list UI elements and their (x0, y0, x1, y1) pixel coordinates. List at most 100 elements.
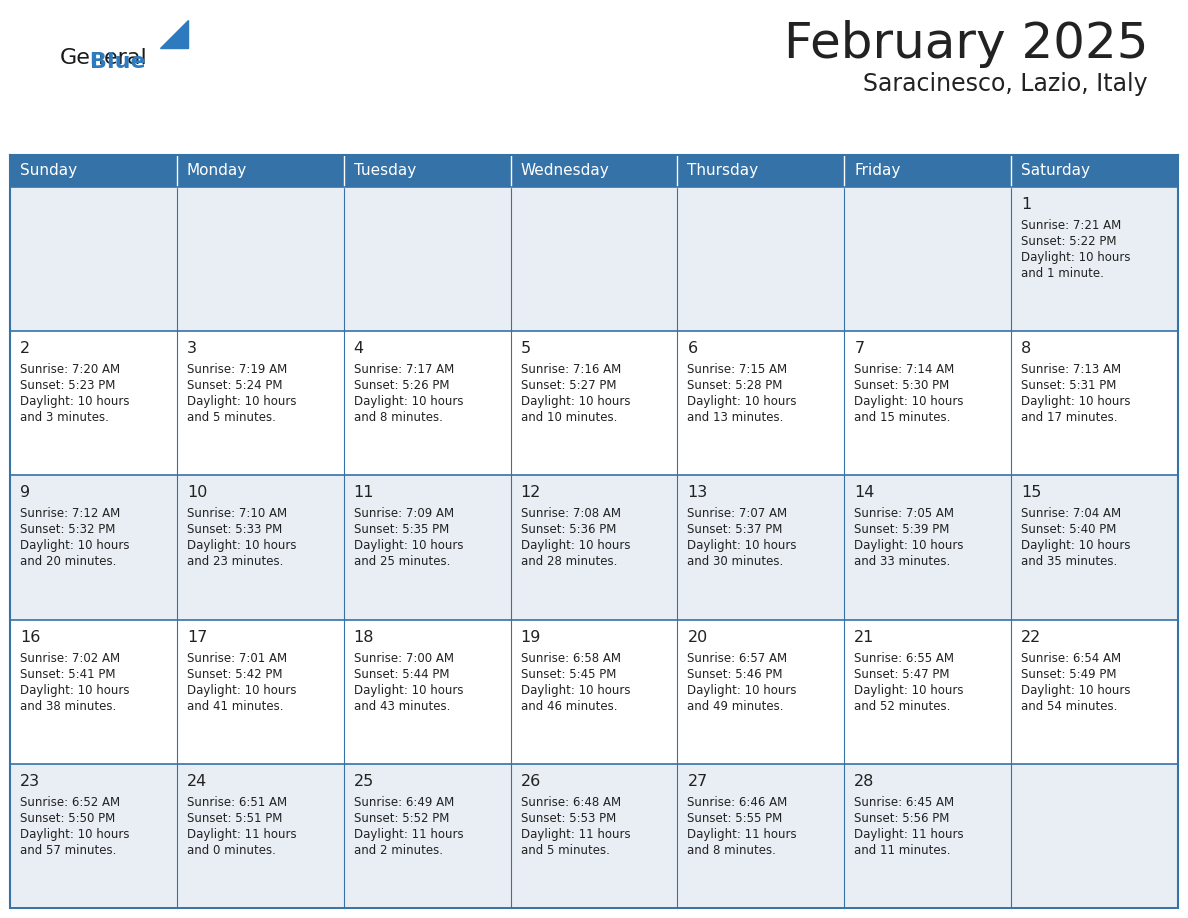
Text: Sunrise: 7:17 AM: Sunrise: 7:17 AM (354, 364, 454, 376)
Text: Sunrise: 6:52 AM: Sunrise: 6:52 AM (20, 796, 120, 809)
Text: and 46 minutes.: and 46 minutes. (520, 700, 617, 712)
Text: 14: 14 (854, 486, 874, 500)
Text: and 3 minutes.: and 3 minutes. (20, 411, 109, 424)
Text: Sunrise: 6:58 AM: Sunrise: 6:58 AM (520, 652, 620, 665)
Text: 15: 15 (1022, 486, 1042, 500)
Text: 6: 6 (688, 341, 697, 356)
Text: 13: 13 (688, 486, 708, 500)
Text: Daylight: 11 hours: Daylight: 11 hours (520, 828, 630, 841)
Text: Daylight: 10 hours: Daylight: 10 hours (1022, 684, 1131, 697)
Text: Sunset: 5:40 PM: Sunset: 5:40 PM (1022, 523, 1117, 536)
Bar (10, 476, 1178, 620)
Text: Sunset: 5:36 PM: Sunset: 5:36 PM (520, 523, 615, 536)
Text: Sunset: 5:44 PM: Sunset: 5:44 PM (354, 667, 449, 680)
Bar (677, 155, 845, 187)
Text: Sunset: 5:49 PM: Sunset: 5:49 PM (1022, 667, 1117, 680)
Text: Daylight: 10 hours: Daylight: 10 hours (1022, 251, 1131, 264)
Text: Sunday: Sunday (20, 163, 77, 178)
Text: Sunrise: 7:13 AM: Sunrise: 7:13 AM (1022, 364, 1121, 376)
Text: and 13 minutes.: and 13 minutes. (688, 411, 784, 424)
Text: Sunset: 5:55 PM: Sunset: 5:55 PM (688, 812, 783, 824)
Text: 25: 25 (354, 774, 374, 789)
Text: Sunset: 5:52 PM: Sunset: 5:52 PM (354, 812, 449, 824)
Text: Daylight: 11 hours: Daylight: 11 hours (187, 828, 297, 841)
Text: Wednesday: Wednesday (520, 163, 609, 178)
Text: 27: 27 (688, 774, 708, 789)
Text: and 54 minutes.: and 54 minutes. (1022, 700, 1118, 712)
Text: Sunset: 5:26 PM: Sunset: 5:26 PM (354, 379, 449, 392)
Text: Sunset: 5:23 PM: Sunset: 5:23 PM (20, 379, 115, 392)
Text: Sunset: 5:35 PM: Sunset: 5:35 PM (354, 523, 449, 536)
Text: Daylight: 10 hours: Daylight: 10 hours (20, 396, 129, 409)
Text: Daylight: 10 hours: Daylight: 10 hours (688, 684, 797, 697)
Text: and 2 minutes.: and 2 minutes. (354, 844, 443, 856)
Text: 21: 21 (854, 630, 874, 644)
Text: Sunrise: 7:05 AM: Sunrise: 7:05 AM (854, 508, 954, 521)
Text: Daylight: 10 hours: Daylight: 10 hours (354, 540, 463, 553)
Text: Sunset: 5:42 PM: Sunset: 5:42 PM (187, 667, 283, 680)
Bar (10, 187, 1178, 331)
Text: Daylight: 10 hours: Daylight: 10 hours (20, 540, 129, 553)
Text: Daylight: 11 hours: Daylight: 11 hours (854, 828, 963, 841)
Bar (343, 155, 511, 187)
Bar (511, 155, 677, 187)
Bar (10, 620, 1178, 764)
Text: Sunset: 5:27 PM: Sunset: 5:27 PM (520, 379, 617, 392)
Text: and 20 minutes.: and 20 minutes. (20, 555, 116, 568)
Text: Sunset: 5:37 PM: Sunset: 5:37 PM (688, 523, 783, 536)
Text: Daylight: 10 hours: Daylight: 10 hours (187, 540, 296, 553)
Text: 28: 28 (854, 774, 874, 789)
Text: 17: 17 (187, 630, 207, 644)
Text: 20: 20 (688, 630, 708, 644)
Text: Tuesday: Tuesday (354, 163, 416, 178)
Text: 9: 9 (20, 486, 30, 500)
Text: 5: 5 (520, 341, 531, 356)
Text: Sunrise: 6:55 AM: Sunrise: 6:55 AM (854, 652, 954, 665)
Text: and 8 minutes.: and 8 minutes. (354, 411, 443, 424)
Text: Thursday: Thursday (688, 163, 759, 178)
Text: and 1 minute.: and 1 minute. (1022, 267, 1104, 280)
Text: Sunrise: 7:10 AM: Sunrise: 7:10 AM (187, 508, 287, 521)
Bar (10, 331, 1178, 476)
Text: Saracinesco, Lazio, Italy: Saracinesco, Lazio, Italy (864, 72, 1148, 96)
Text: Sunrise: 6:45 AM: Sunrise: 6:45 AM (854, 796, 954, 809)
Text: and 30 minutes.: and 30 minutes. (688, 555, 784, 568)
Text: Daylight: 10 hours: Daylight: 10 hours (854, 684, 963, 697)
Bar (177, 155, 343, 187)
Text: Sunrise: 7:21 AM: Sunrise: 7:21 AM (1022, 219, 1121, 232)
Text: Daylight: 10 hours: Daylight: 10 hours (688, 540, 797, 553)
Text: Sunrise: 7:16 AM: Sunrise: 7:16 AM (520, 364, 621, 376)
Text: Sunset: 5:39 PM: Sunset: 5:39 PM (854, 523, 949, 536)
Text: and 0 minutes.: and 0 minutes. (187, 844, 276, 856)
Bar (10, 764, 1178, 908)
Text: and 23 minutes.: and 23 minutes. (187, 555, 283, 568)
Text: 18: 18 (354, 630, 374, 644)
Text: Sunrise: 6:54 AM: Sunrise: 6:54 AM (1022, 652, 1121, 665)
Text: Sunset: 5:47 PM: Sunset: 5:47 PM (854, 667, 949, 680)
Text: Sunrise: 7:20 AM: Sunrise: 7:20 AM (20, 364, 120, 376)
Text: Daylight: 10 hours: Daylight: 10 hours (354, 684, 463, 697)
Text: Monday: Monday (187, 163, 247, 178)
Text: Sunset: 5:45 PM: Sunset: 5:45 PM (520, 667, 615, 680)
Text: Daylight: 10 hours: Daylight: 10 hours (187, 684, 296, 697)
Text: 2: 2 (20, 341, 30, 356)
Text: 3: 3 (187, 341, 197, 356)
Text: Sunrise: 7:04 AM: Sunrise: 7:04 AM (1022, 508, 1121, 521)
Text: Daylight: 10 hours: Daylight: 10 hours (1022, 540, 1131, 553)
Text: and 33 minutes.: and 33 minutes. (854, 555, 950, 568)
Text: and 11 minutes.: and 11 minutes. (854, 844, 950, 856)
Text: Saturday: Saturday (1022, 163, 1091, 178)
Text: Daylight: 10 hours: Daylight: 10 hours (187, 396, 296, 409)
Text: Sunrise: 7:08 AM: Sunrise: 7:08 AM (520, 508, 620, 521)
Text: Sunset: 5:31 PM: Sunset: 5:31 PM (1022, 379, 1117, 392)
Text: and 10 minutes.: and 10 minutes. (520, 411, 617, 424)
Text: 1: 1 (1022, 197, 1031, 212)
Text: Blue: Blue (90, 52, 146, 72)
Text: Daylight: 10 hours: Daylight: 10 hours (1022, 396, 1131, 409)
Text: 23: 23 (20, 774, 40, 789)
Text: and 15 minutes.: and 15 minutes. (854, 411, 950, 424)
Text: Sunset: 5:30 PM: Sunset: 5:30 PM (854, 379, 949, 392)
Text: and 5 minutes.: and 5 minutes. (187, 411, 276, 424)
Text: Sunrise: 7:14 AM: Sunrise: 7:14 AM (854, 364, 954, 376)
Text: and 35 minutes.: and 35 minutes. (1022, 555, 1118, 568)
